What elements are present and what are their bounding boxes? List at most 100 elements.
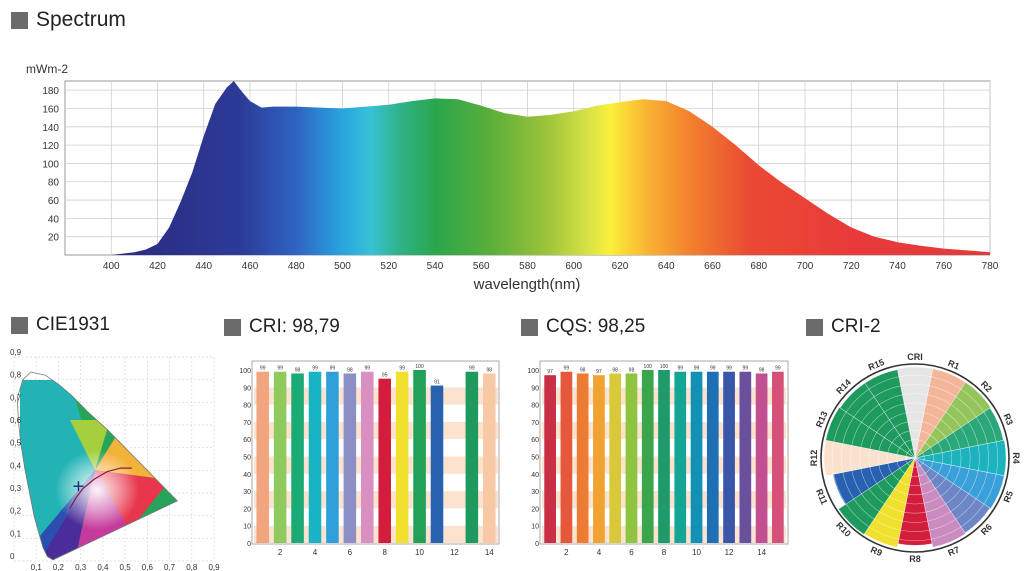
cri-bar-label: 99 — [260, 366, 266, 372]
cqs-xtick-label: 12 — [725, 548, 734, 557]
cri2-ring — [896, 439, 934, 477]
cri-ytick-label: 40 — [243, 472, 251, 479]
spectrum-ytick-label: 60 — [48, 196, 60, 207]
cie-xtick-label: 0,8 — [186, 563, 198, 571]
cri-ytick-label: 100 — [239, 368, 251, 375]
cqs-bar-label: 99 — [710, 366, 716, 372]
cri-bar — [273, 371, 287, 543]
cie-ytick-label: 0,9 — [10, 348, 22, 357]
spectrum-xtick-label: 740 — [889, 261, 906, 272]
cri-xtick-label: 12 — [450, 548, 459, 557]
cqs-bar-label: 99 — [726, 366, 732, 372]
cqs-bar-label: 98 — [629, 367, 635, 373]
spectrum-xtick-label: 440 — [195, 261, 212, 272]
cri-bar — [465, 371, 479, 543]
cqs-ytick-label: 50 — [531, 455, 539, 462]
cri-bar — [378, 378, 391, 543]
cie-xtick-label: 0,7 — [164, 563, 176, 571]
spectrum-chart: 20 40 60 80 100 120 140 160 180 400 420 440 460 480 5… — [26, 62, 999, 293]
cqs-bar — [674, 371, 687, 543]
cri-bar — [413, 370, 426, 543]
cri2-ring — [831, 374, 999, 542]
cie-xtick-label: 0,5 — [120, 563, 132, 571]
cqs-bar — [560, 371, 573, 543]
spectrum-ytick-label: 100 — [42, 159, 59, 170]
cri-bar — [343, 373, 357, 543]
cri-xtick-label: 2 — [278, 548, 283, 557]
spectrum-xtick-label: 520 — [380, 261, 397, 272]
cri-bar-label: 99 — [399, 366, 405, 372]
cri-ytick-label: 70 — [243, 420, 251, 427]
cri2-ring — [905, 448, 925, 468]
cqs-ytick-label: 100 — [527, 368, 539, 375]
cri-ytick-label: 10 — [243, 524, 251, 531]
spectrum-ytick-label: 120 — [42, 141, 59, 152]
cri-xtick-label: 8 — [382, 548, 387, 557]
cqs-ytick-label: 70 — [531, 420, 539, 427]
spectrum-ytick-label: 160 — [42, 104, 59, 115]
cri-ytick-label: 50 — [243, 455, 251, 462]
cqs-ytick-label: 10 — [531, 524, 539, 531]
spectrum-xtick-label: 480 — [288, 261, 305, 272]
cri2-ring — [887, 430, 943, 486]
cqs-ytick-label: 20 — [531, 506, 539, 513]
cri-bar-label: 99 — [277, 366, 283, 372]
cqs-bar — [609, 373, 622, 543]
cqs-bar — [739, 371, 752, 543]
cri2-header: CRI-2 — [806, 316, 881, 338]
cqs-bar-label: 99 — [564, 366, 570, 372]
cqs-title: CQS: 98,25 — [546, 316, 646, 337]
cri-bar — [483, 373, 496, 543]
cqs-bar-label: 98 — [580, 367, 586, 373]
cri2-ring — [859, 402, 971, 514]
cri-ytick-label: 0 — [247, 541, 251, 548]
cqs-bar-label: 99 — [743, 366, 749, 372]
cri2-slice — [914, 457, 1005, 509]
spectrum-xtick-label: 720 — [843, 261, 860, 272]
spectrum-ytick-label: 80 — [48, 178, 60, 189]
cqs-bar — [544, 375, 556, 543]
cqs-bar-label: 99 — [694, 366, 700, 372]
spectrum-xtick-label: 540 — [427, 261, 444, 272]
cie-ytick-label: 0,8 — [10, 371, 22, 380]
cie-ytick-label: 0 — [10, 552, 15, 561]
spectrum-xtick-label: 640 — [658, 261, 675, 272]
cie-title: CIE1931 — [36, 314, 110, 335]
cie-ytick-label: 0,7 — [10, 393, 22, 402]
cqs-bar-label: 98 — [759, 367, 765, 373]
header-square-icon — [11, 11, 28, 29]
cri-title: CRI: 98,79 — [249, 316, 340, 337]
spectrum-xtick-label: 660 — [704, 261, 721, 272]
cri-bar — [395, 371, 409, 543]
cqs-bar — [641, 370, 654, 543]
cri2-slice — [914, 457, 966, 548]
spectrum-xlabel: wavelength(nm) — [473, 276, 581, 293]
cri-background-band — [254, 491, 498, 509]
cri2-slice — [864, 369, 916, 459]
cri-background-band — [254, 473, 498, 492]
spectrum-xtick-label: 600 — [565, 261, 582, 272]
cri2-ring — [877, 420, 953, 496]
cie-chart: 0,1 0,2 0,3 0,4 0,5 0,6 0,7 0,8 0,9 0 0,1 0,2 0,3 0,4… — [10, 348, 220, 571]
cqs-bar-label: 98 — [612, 367, 618, 373]
cqs-xtick-label: 4 — [597, 548, 602, 557]
cqs-ytick-label: 60 — [531, 437, 539, 444]
cri-bar-label: 98 — [347, 367, 353, 373]
cri-bar — [430, 385, 444, 543]
cri-background-band — [254, 421, 498, 440]
cqs-bar — [723, 371, 735, 543]
header-square-icon — [11, 316, 28, 334]
spectrum-area — [65, 81, 990, 255]
cri-background-band — [254, 456, 498, 474]
cri2-label: R1 — [946, 358, 960, 372]
cie-header: CIE1931 — [11, 314, 110, 336]
header-square-icon — [521, 318, 538, 336]
cri-background-band — [254, 387, 498, 405]
cri2-label: R8 — [909, 554, 921, 564]
cqs-bar-label: 99 — [677, 366, 683, 372]
cqs-xtick-label: 2 — [564, 548, 569, 557]
cie-planckian-locus — [69, 467, 132, 510]
cri2-label: R4 — [1011, 452, 1021, 464]
cie-xtick-label: 0,1 — [31, 563, 43, 571]
